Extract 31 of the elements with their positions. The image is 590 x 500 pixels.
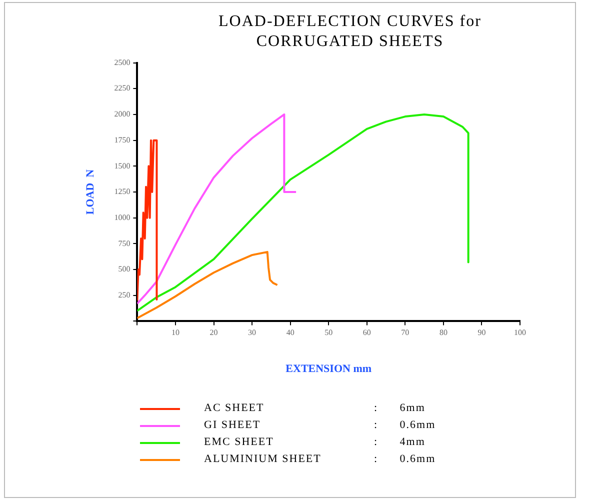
- x-tick-label: 60: [362, 328, 371, 338]
- legend-label: EMC SHEET: [204, 435, 275, 450]
- legend-label: ALUMINIUM SHEET: [204, 452, 322, 467]
- text: : 4mm: [374, 435, 426, 450]
- y-tick-label: 1000: [114, 212, 130, 222]
- y-tick-label: 1500: [114, 161, 130, 170]
- x-tick-label: 10: [171, 328, 180, 338]
- x-tick-label: 50: [324, 328, 333, 338]
- y-tick-label: 750: [118, 238, 130, 248]
- y-tick-label: 2250: [114, 84, 130, 93]
- x-tick-label: 90: [478, 328, 486, 338]
- y-tick-label: 2000: [114, 110, 130, 119]
- x-tick-label: 80: [439, 328, 448, 338]
- y-tick-label: 1250: [114, 187, 130, 196]
- chart-title: LOAD-DEFLECTION CURVES for CORRUGATED SHEETS: [218, 12, 482, 52]
- y-tick-label: 500: [118, 264, 130, 274]
- y-tick-label: 2500: [114, 58, 130, 67]
- x-tick-label: 40: [286, 328, 294, 338]
- x-axis-title: EXTENSION mm: [286, 363, 372, 376]
- x-tick-label: 70: [401, 328, 410, 338]
- y-axis-title: LOAD N: [84, 169, 96, 215]
- text: : 0.6mm: [374, 452, 436, 467]
- legend-label: AC SHEET: [204, 401, 266, 416]
- x-tick-label: 30: [248, 328, 256, 338]
- text: : 0.6mm: [374, 418, 436, 433]
- y-tick-label: 250: [118, 290, 130, 300]
- x-tick-label: 100: [514, 328, 526, 338]
- legend-label: GI SHEET: [204, 418, 262, 433]
- x-tick-label: 20: [210, 328, 218, 338]
- text: : 6mm: [374, 401, 426, 416]
- y-tick-label: 1750: [114, 135, 130, 144]
